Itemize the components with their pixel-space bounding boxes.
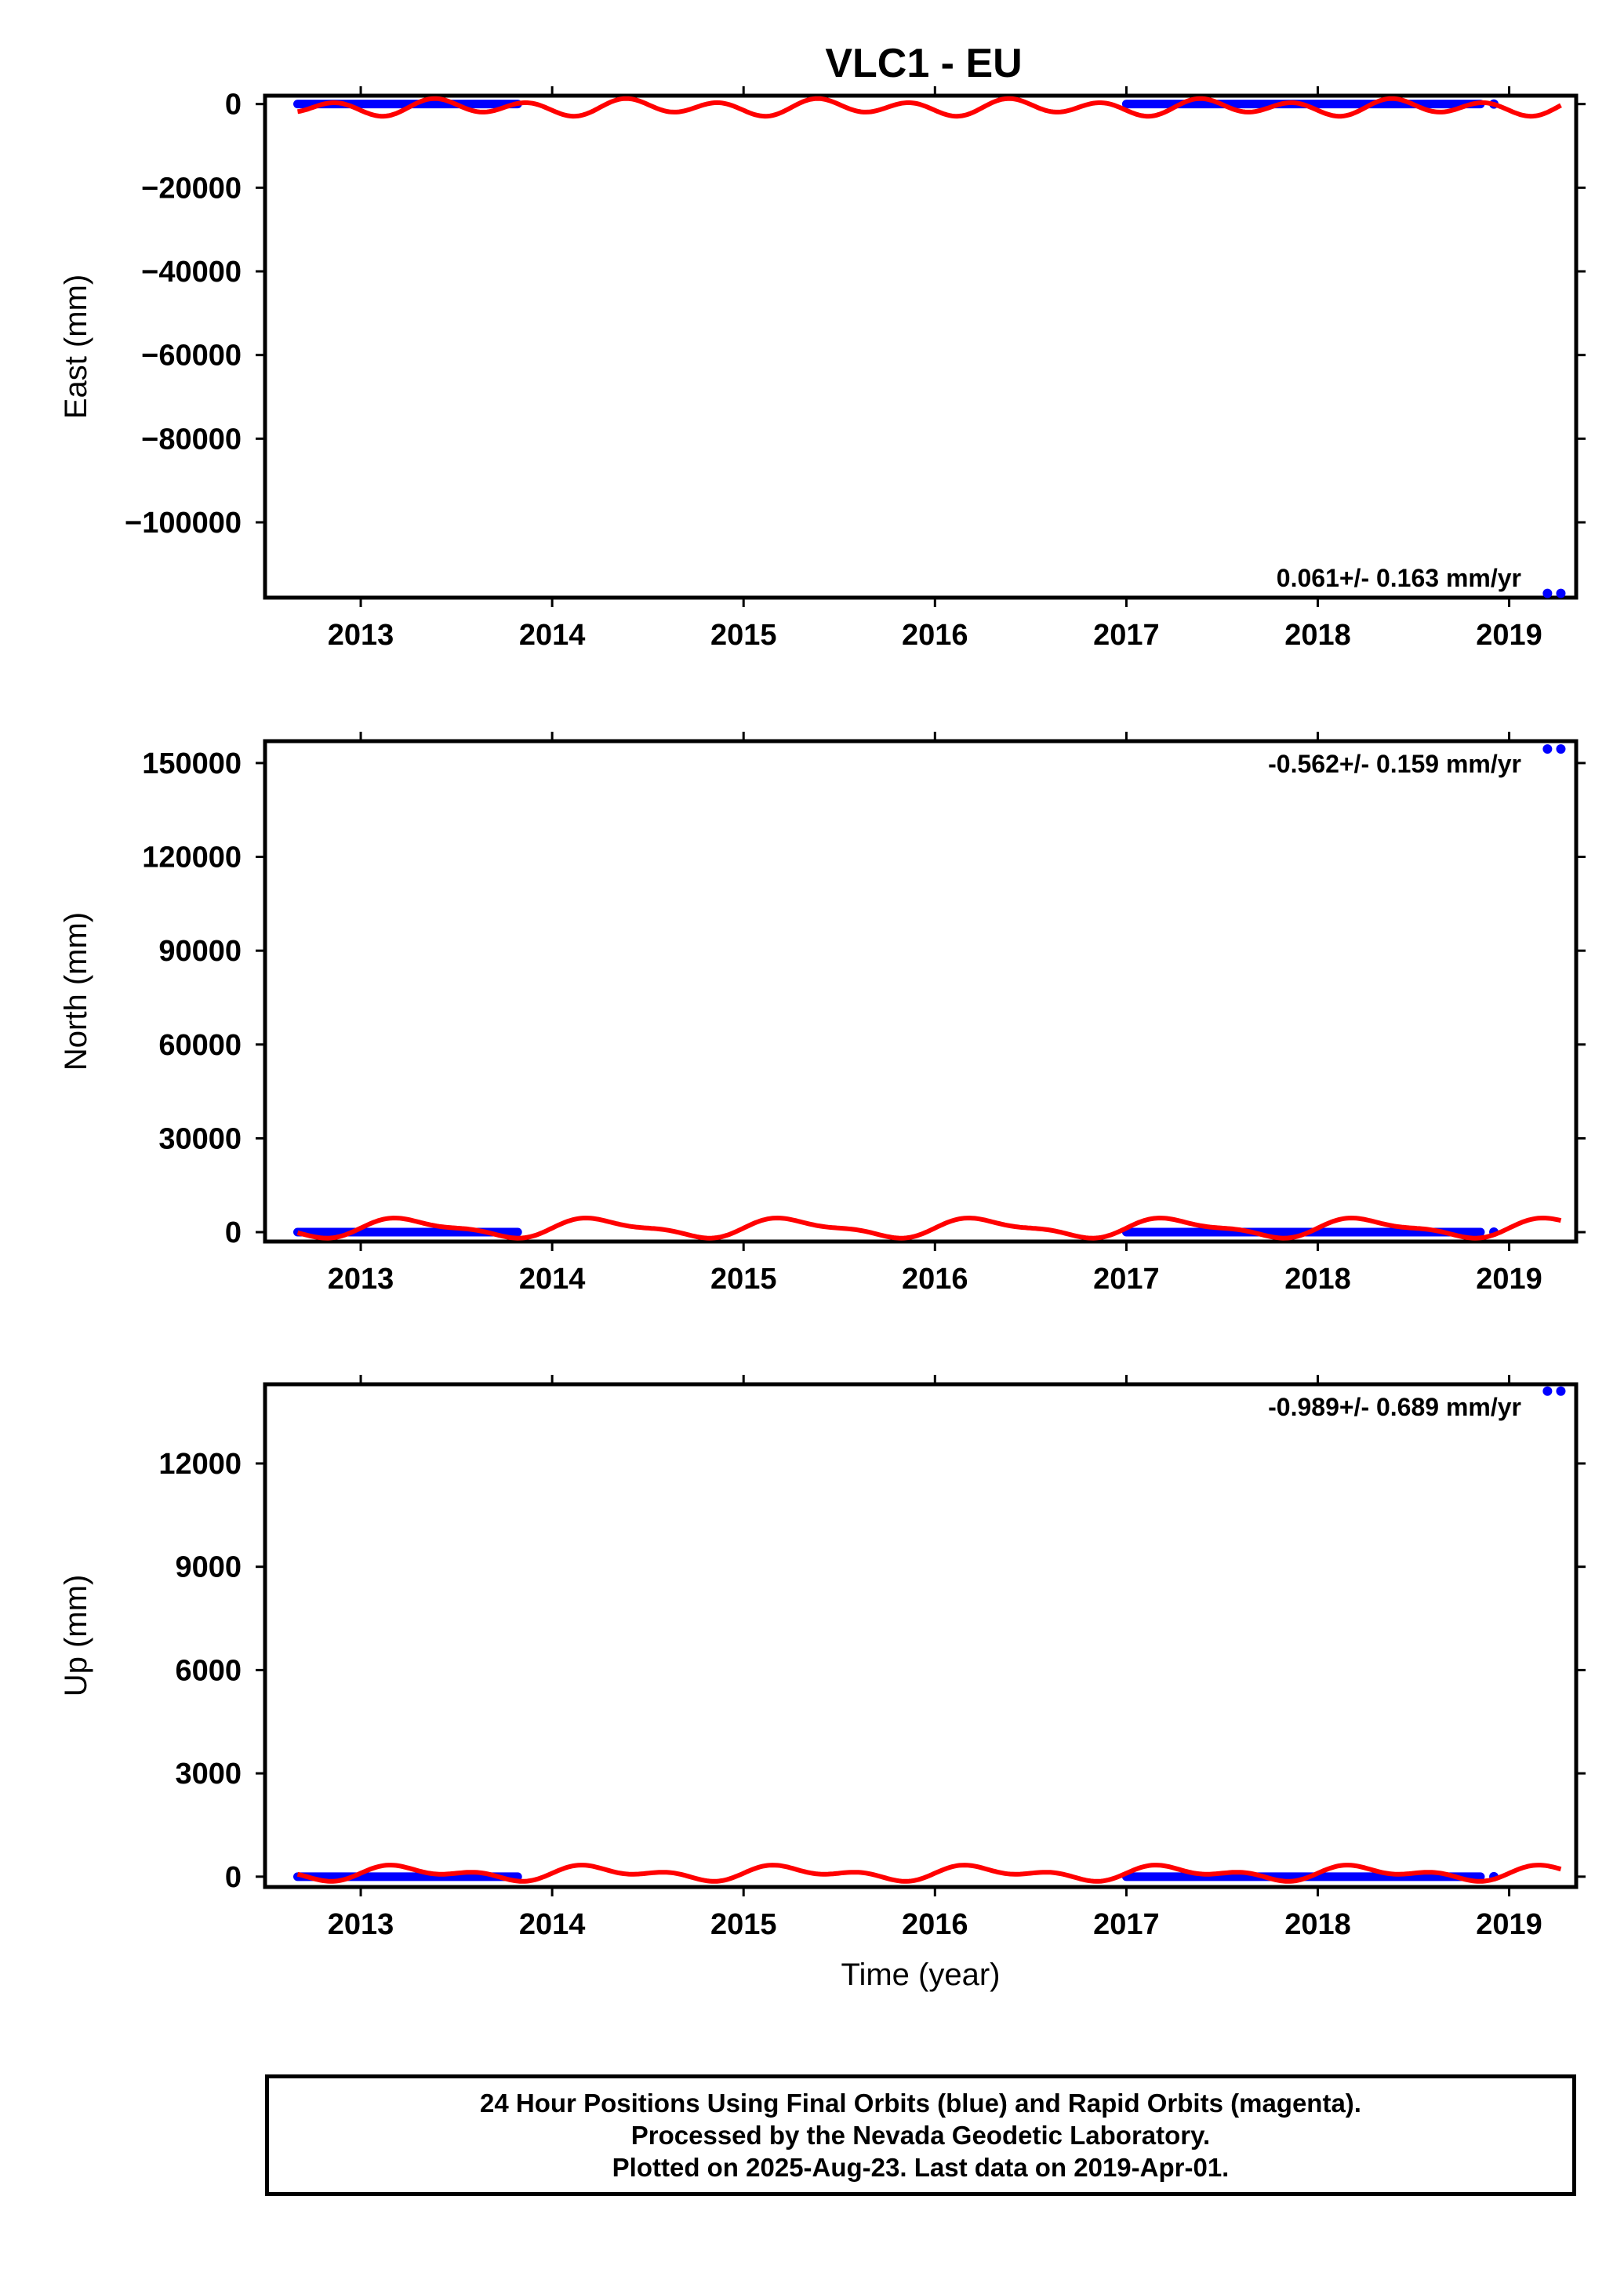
- y-axis-label: Up (mm): [59, 1575, 93, 1697]
- y-tick-label: −40000: [141, 256, 242, 289]
- y-tick-label: 120000: [142, 842, 242, 874]
- y-tick-label: 9000: [175, 1551, 242, 1584]
- y-tick-label: −60000: [141, 340, 242, 373]
- x-tick-label: 2014: [519, 619, 586, 652]
- x-tick-label: 2019: [1476, 1263, 1542, 1296]
- x-tick-label: 2016: [902, 1908, 968, 1941]
- velocity-annotation: -0.562+/- 0.159 mm/yr: [1268, 750, 1521, 778]
- x-tick-label: 2019: [1476, 619, 1542, 652]
- x-tick-label: 2017: [1093, 1908, 1160, 1941]
- x-tick-label: 2016: [902, 1263, 968, 1296]
- x-tick-label: 2018: [1284, 1908, 1351, 1941]
- y-tick-label: 90000: [158, 935, 242, 968]
- panel-north: 2013 2014 2015 2016 2017 2018 2019 0 30000 60000 9…: [59, 732, 1586, 1296]
- plot-frame: [263, 739, 1579, 1244]
- x-tick-label: 2016: [902, 619, 968, 652]
- y-tick-label: −80000: [141, 423, 242, 456]
- y-axis-label: East (mm): [59, 275, 93, 419]
- x-tick-label: 2013: [328, 1908, 394, 1941]
- plot-frame: [263, 93, 1579, 600]
- x-tick-label: 2015: [710, 1908, 777, 1941]
- x-tick-label: 2014: [519, 1908, 586, 1941]
- x-tick-label: 2019: [1476, 1908, 1542, 1941]
- x-tick-label: 2015: [710, 1263, 777, 1296]
- chart-title: VLC1 - EU: [825, 41, 1022, 86]
- panel-up: 2013 2014 2015 2016 2017 2018 2019 0 3000 6000 900…: [59, 1375, 1586, 1941]
- x-tick-label: 2013: [328, 1263, 394, 1296]
- y-tick-label: 3000: [175, 1758, 242, 1791]
- footer-line-3: Plotted on 2025-Aug-23. Last data on 201…: [612, 2153, 1230, 2182]
- x-tick-label: 2014: [519, 1263, 586, 1296]
- y-axis-label: North (mm): [59, 912, 93, 1071]
- data-point: [1556, 588, 1566, 598]
- plot-frame: [263, 1382, 1579, 1889]
- data-point: [1542, 1386, 1553, 1396]
- seasonal-model-curve: [297, 96, 1562, 119]
- velocity-annotation: -0.989+/- 0.689 mm/yr: [1268, 1393, 1521, 1421]
- x-tick-label: 2017: [1093, 1263, 1160, 1296]
- seasonal-model-curve: [296, 1215, 1562, 1241]
- data-point: [1542, 744, 1553, 754]
- x-tick-label: 2018: [1284, 1263, 1351, 1296]
- y-tick-label: 60000: [158, 1029, 242, 1062]
- y-tick-label: 0: [225, 1216, 242, 1249]
- y-tick-label: 12000: [158, 1448, 242, 1481]
- y-tick-label: 0: [225, 89, 242, 122]
- x-tick-label: 2013: [328, 619, 394, 652]
- panels: 2013 2014 2015 2016 2017 2018 2019 0 −20000 −4000…: [59, 86, 1586, 1992]
- footer-line-2: Processed by the Nevada Geodetic Laborat…: [630, 2121, 1211, 2150]
- data-point: [1542, 588, 1553, 598]
- seasonal-model-curve: [296, 1863, 1562, 1884]
- y-tick-label: 150000: [142, 747, 242, 780]
- x-tick-label: 2015: [710, 619, 777, 652]
- data-point: [1556, 744, 1566, 754]
- x-tick-label: 2017: [1093, 619, 1160, 652]
- y-tick-label: 0: [225, 1861, 242, 1894]
- x-axis-label: Time (year): [841, 1958, 1001, 1992]
- y-tick-label: −20000: [141, 172, 242, 205]
- velocity-annotation: 0.061+/- 0.163 mm/yr: [1277, 564, 1521, 592]
- footer-caption: 24 Hour Positions Using Final Orbits (bl…: [265, 2074, 1576, 2196]
- data-point: [1556, 1386, 1566, 1396]
- y-tick-label: 6000: [175, 1654, 242, 1687]
- footer-line-1: 24 Hour Positions Using Final Orbits (bl…: [480, 2089, 1361, 2118]
- panel-east: 2013 2014 2015 2016 2017 2018 2019 0 −20000 −4000…: [59, 86, 1586, 652]
- x-tick-label: 2018: [1284, 619, 1351, 652]
- y-tick-label: −100000: [125, 507, 242, 540]
- y-tick-label: 30000: [158, 1122, 242, 1155]
